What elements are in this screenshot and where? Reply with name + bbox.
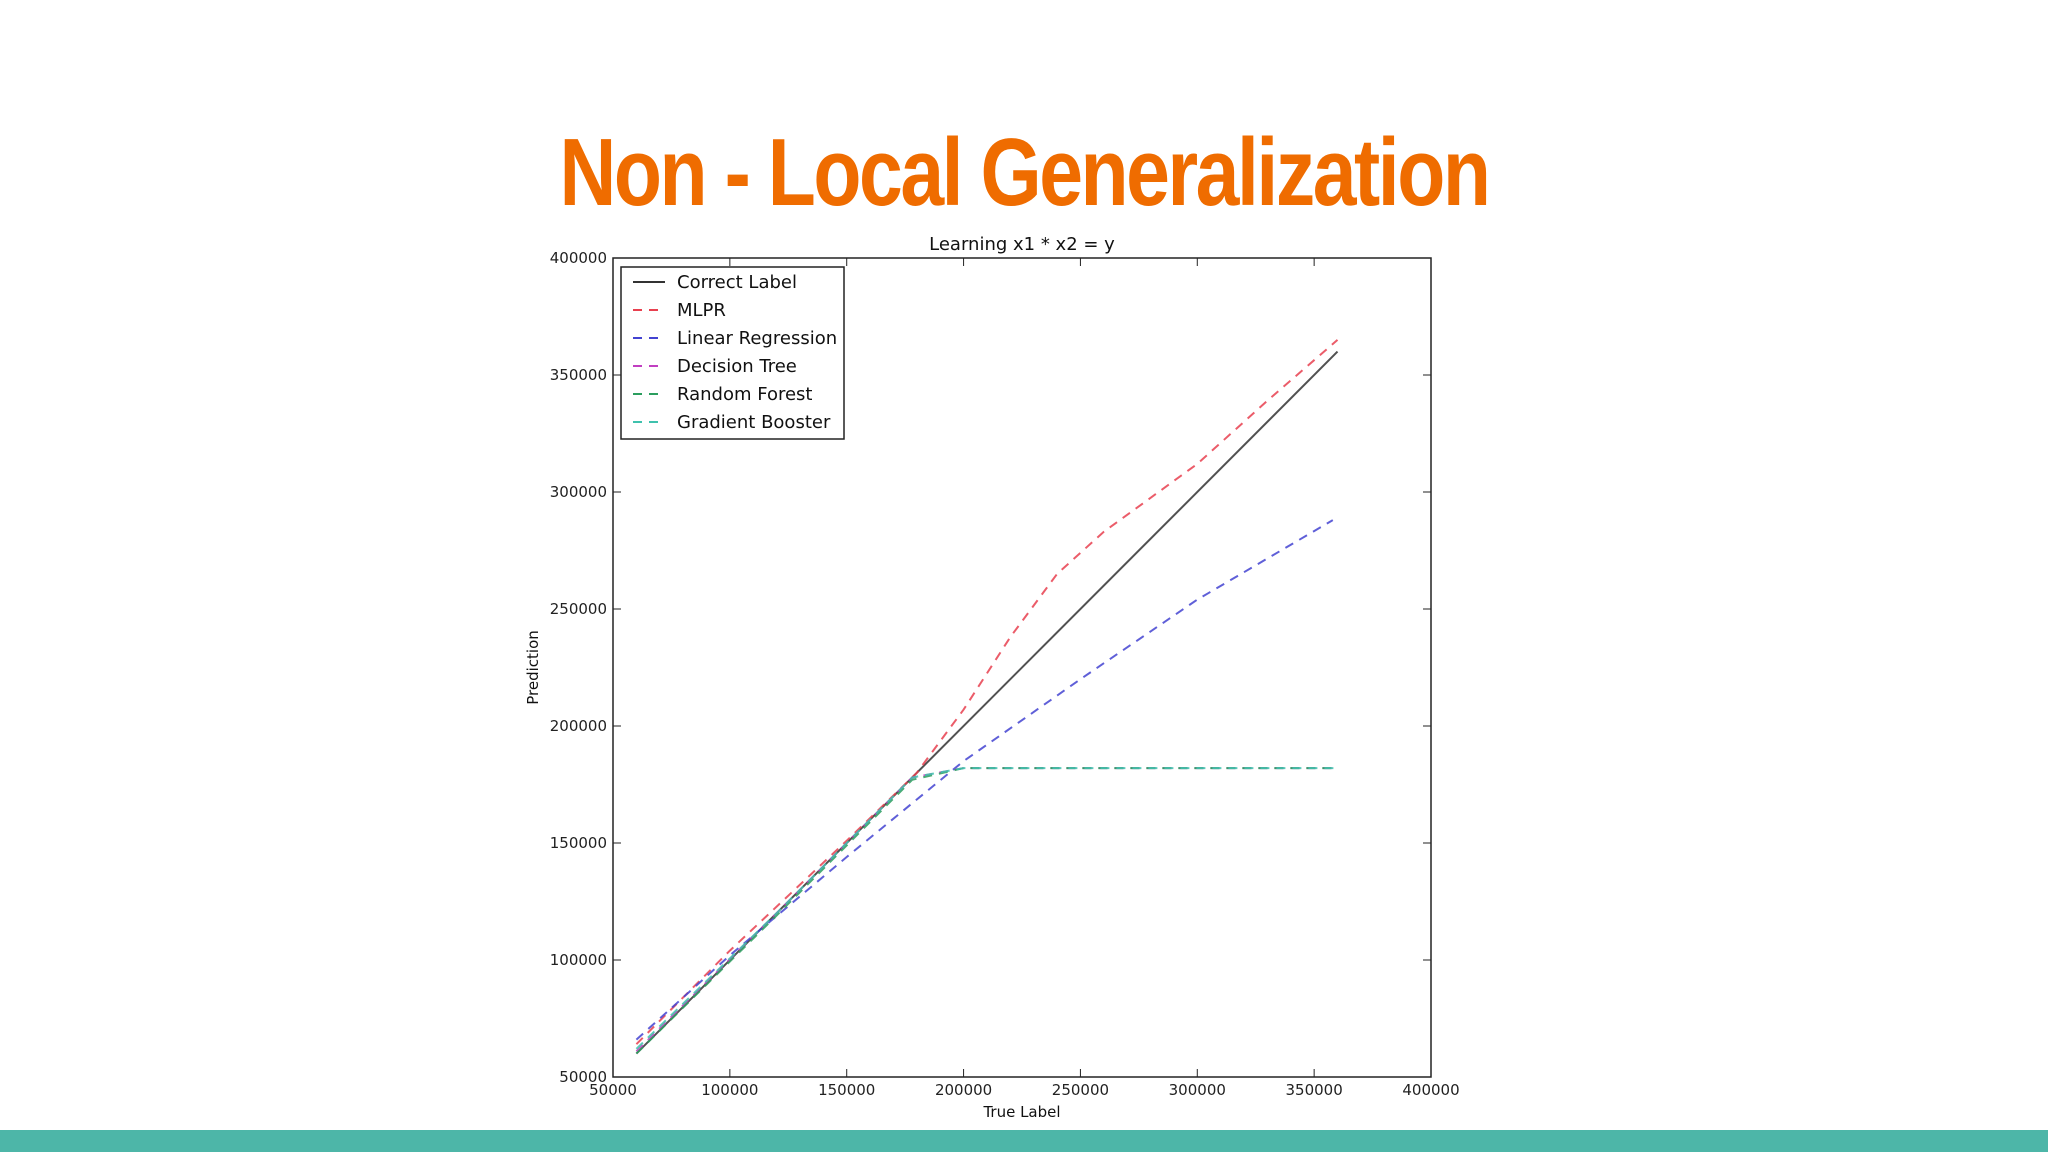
footer-bar <box>0 1130 2048 1152</box>
x-tick-label: 100000 <box>701 1081 758 1099</box>
slide-title: Non - Local Generalization <box>559 119 1491 226</box>
series-line-linear-regression <box>635 519 1334 1041</box>
series-line-random-forest <box>635 767 1338 1055</box>
x-tick-label: 400000 <box>1402 1081 1459 1099</box>
legend-label: Gradient Booster <box>677 412 831 433</box>
series-line-mlpr <box>635 339 1339 1045</box>
x-tick-label: 200000 <box>935 1081 992 1099</box>
series-line-gradient-booster <box>635 767 1338 1050</box>
legend-label: Correct Label <box>677 272 797 293</box>
x-tick-label: 50000 <box>589 1081 637 1099</box>
chart-title: Learning x1 * x2 = y <box>929 234 1115 255</box>
y-tick-label: 50000 <box>559 1068 607 1086</box>
y-tick-label: 400000 <box>550 249 607 267</box>
x-tick-label: 350000 <box>1286 1081 1343 1099</box>
legend-label: Linear Regression <box>677 328 837 349</box>
x-tick-label: 300000 <box>1169 1081 1226 1099</box>
plot-frame <box>612 257 1432 1078</box>
x-tick-label: 150000 <box>818 1081 875 1099</box>
x-axis-label: True Label <box>982 1103 1060 1121</box>
x-tick-label: 250000 <box>1052 1081 1109 1099</box>
y-axis-label: Prediction <box>524 630 542 705</box>
legend-label: Random Forest <box>677 384 812 405</box>
y-tick-label: 200000 <box>550 717 607 735</box>
legend-label: MLPR <box>677 300 726 321</box>
y-tick-label: 350000 <box>550 366 607 384</box>
y-tick-label: 150000 <box>550 834 607 852</box>
y-tick-label: 250000 <box>550 600 607 618</box>
legend-label: Decision Tree <box>677 356 797 377</box>
y-tick-label: 100000 <box>550 951 607 969</box>
series-line-decision-tree <box>635 767 1338 1053</box>
legend-box <box>620 266 845 440</box>
y-tick-label: 300000 <box>550 483 607 501</box>
